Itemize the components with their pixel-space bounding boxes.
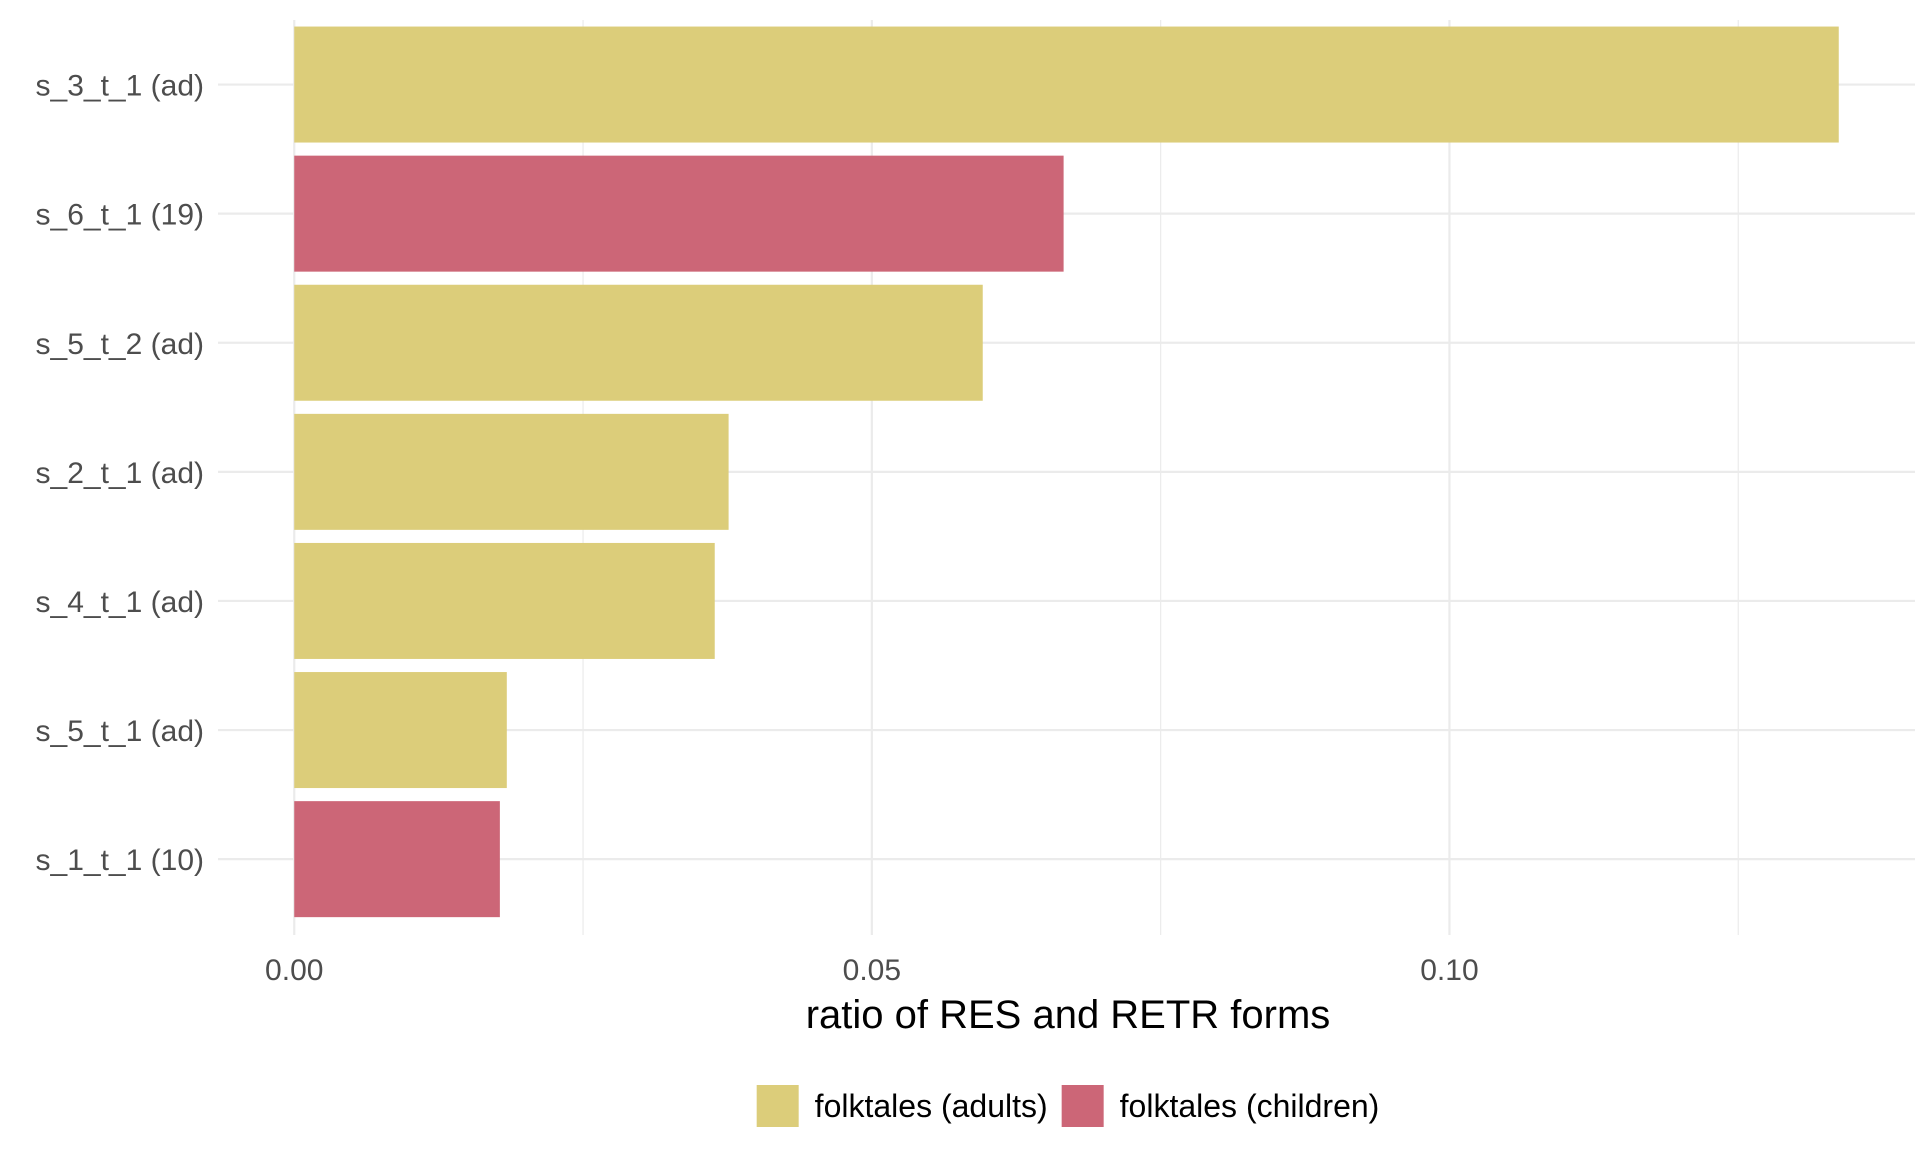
bar bbox=[294, 672, 507, 789]
bar bbox=[294, 284, 983, 401]
bar bbox=[294, 413, 729, 530]
bar bbox=[294, 542, 715, 659]
bars bbox=[294, 26, 1839, 918]
category-label: s_2_t_1 (ad) bbox=[36, 457, 204, 490]
category-label: s_1_t_1 (10) bbox=[36, 844, 204, 877]
category-label: s_3_t_1 (ad) bbox=[36, 70, 204, 103]
x-tick-label: 0.00 bbox=[265, 954, 323, 987]
bar bbox=[294, 801, 500, 918]
x-tick-label: 0.10 bbox=[1420, 954, 1478, 987]
legend: folktales (adults) folktales (children) bbox=[756, 1085, 1380, 1127]
legend-label: folktales (children) bbox=[1120, 1088, 1380, 1124]
legend-key bbox=[756, 1085, 799, 1127]
bar bbox=[294, 26, 1839, 143]
category-label: s_5_t_2 (ad) bbox=[36, 328, 204, 361]
x-tick-labels: 0.00 0.05 0.10 bbox=[265, 954, 1479, 987]
category-label: s_4_t_1 (ad) bbox=[36, 586, 204, 619]
legend-key bbox=[1061, 1085, 1104, 1127]
category-label: s_6_t_1 (19) bbox=[36, 199, 204, 232]
category-label: s_5_t_1 (ad) bbox=[36, 715, 204, 748]
bar bbox=[294, 155, 1064, 272]
x-tick-label: 0.05 bbox=[843, 954, 901, 987]
category-labels: s_3_t_1 (ad) s_6_t_1 (19) s_5_t_2 (ad) s_2_… bbox=[36, 70, 204, 878]
legend-label: folktales (adults) bbox=[815, 1088, 1048, 1124]
x-axis-title: ratio of RES and RETR forms bbox=[806, 993, 1331, 1037]
